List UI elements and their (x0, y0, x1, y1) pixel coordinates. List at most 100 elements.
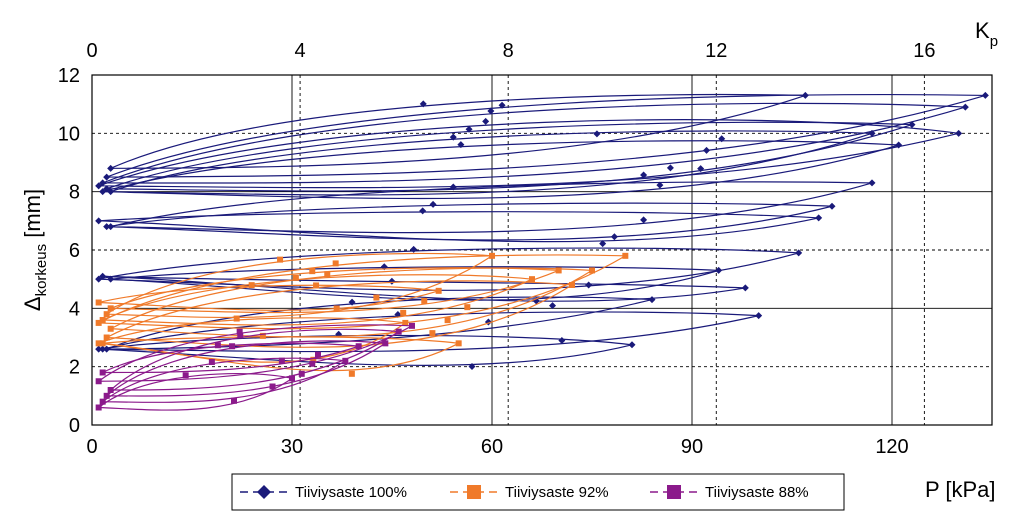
x-axis-title: P [kPa] (925, 477, 996, 502)
legend: Tiiviysaste 100% Tiiviysaste 92% Tiiviysas… (231, 473, 845, 511)
data-marker (555, 267, 562, 274)
data-marker (99, 272, 107, 280)
data-marker (208, 359, 215, 365)
data-marker (107, 223, 115, 231)
x-tick-label: 60 (481, 436, 503, 458)
x-tick-label: 120 (875, 436, 908, 458)
x2-tick-label: 12 (705, 40, 727, 62)
data-marker (395, 328, 402, 335)
data-marker (961, 103, 969, 111)
data-marker (656, 181, 664, 189)
data-marker (429, 200, 437, 208)
data-marker (342, 357, 349, 364)
data-marker (468, 362, 476, 370)
y-tick-label: 8 (69, 182, 80, 204)
data-marker (444, 317, 451, 324)
data-marker (589, 267, 595, 274)
data-marker (95, 345, 103, 353)
data-marker (103, 223, 111, 231)
data-marker (400, 309, 407, 316)
legend-marker (667, 485, 681, 499)
data-marker (449, 133, 457, 141)
data-marker (599, 240, 607, 248)
data-marker (666, 164, 674, 172)
data-marker (489, 252, 495, 259)
data-marker (373, 294, 380, 301)
data-marker (410, 245, 418, 253)
data-marker (457, 141, 465, 149)
x2-tick-label: 8 (503, 40, 514, 62)
legend-marker (257, 485, 271, 499)
data-marker (419, 207, 427, 215)
legend-box (231, 473, 845, 511)
series-3 (95, 322, 415, 411)
legend-label: Tiiviysaste 92% (505, 484, 609, 501)
data-marker (95, 299, 102, 306)
data-marker (310, 356, 317, 363)
data-marker (955, 129, 963, 137)
y-tick-label: 2 (69, 357, 80, 379)
data-marker (99, 340, 106, 347)
series-layer (95, 91, 989, 411)
data-marker (99, 369, 106, 376)
y-tick-label: 10 (58, 123, 80, 145)
data-marker (182, 372, 189, 379)
y-axis-title-sub: korkeus (33, 244, 50, 297)
data-marker (435, 287, 442, 294)
legend-label: Tiiviysaste 100% (295, 484, 407, 501)
data-marker (333, 305, 340, 312)
data-marker (231, 397, 237, 404)
y-axis-title: Δkorkeus [mm] (20, 189, 50, 311)
data-marker (815, 214, 823, 222)
x-tick-label: 90 (681, 436, 703, 458)
data-marker (455, 340, 462, 347)
data-marker (248, 282, 255, 289)
data-marker (610, 233, 618, 241)
plot-frame (91, 74, 993, 426)
data-marker (289, 375, 295, 382)
data-marker (569, 282, 575, 288)
data-marker (233, 315, 240, 322)
y-tick-label: 4 (69, 298, 80, 320)
data-marker (558, 336, 566, 344)
data-marker (277, 256, 284, 263)
data-marker (487, 107, 495, 115)
data-marker (99, 317, 106, 323)
data-marker (741, 284, 749, 292)
data-marker (593, 130, 601, 138)
data-marker (107, 305, 114, 312)
y-tick-label: 12 (58, 65, 80, 87)
data-marker (95, 319, 102, 326)
data-marker (95, 378, 102, 385)
data-marker (801, 91, 809, 99)
data-marker (236, 328, 243, 335)
data-marker (640, 171, 648, 179)
data-marker (429, 330, 436, 337)
data-marker (585, 281, 593, 289)
data-marker (107, 188, 115, 196)
data-marker (868, 179, 876, 187)
data-marker (107, 325, 114, 332)
legend-label: Tiiviysaste 88% (705, 484, 809, 501)
data-marker (309, 268, 316, 275)
data-marker (278, 357, 285, 364)
data-marker (628, 341, 636, 349)
x-tick-label: 0 (86, 436, 97, 458)
x2-tick-label: 4 (295, 40, 306, 62)
data-marker (718, 135, 726, 143)
data-marker (107, 164, 115, 172)
data-marker (315, 351, 321, 358)
x2-axis-title: Kp (975, 18, 998, 50)
data-marker (482, 117, 490, 125)
data-marker (795, 249, 803, 257)
data-marker (103, 173, 111, 181)
data-marker (529, 276, 535, 283)
x2-axis-title-main: K (975, 18, 990, 43)
data-marker (421, 297, 428, 304)
data-marker (95, 340, 102, 347)
data-marker (355, 343, 362, 350)
data-marker (348, 298, 356, 306)
data-marker (622, 252, 629, 259)
